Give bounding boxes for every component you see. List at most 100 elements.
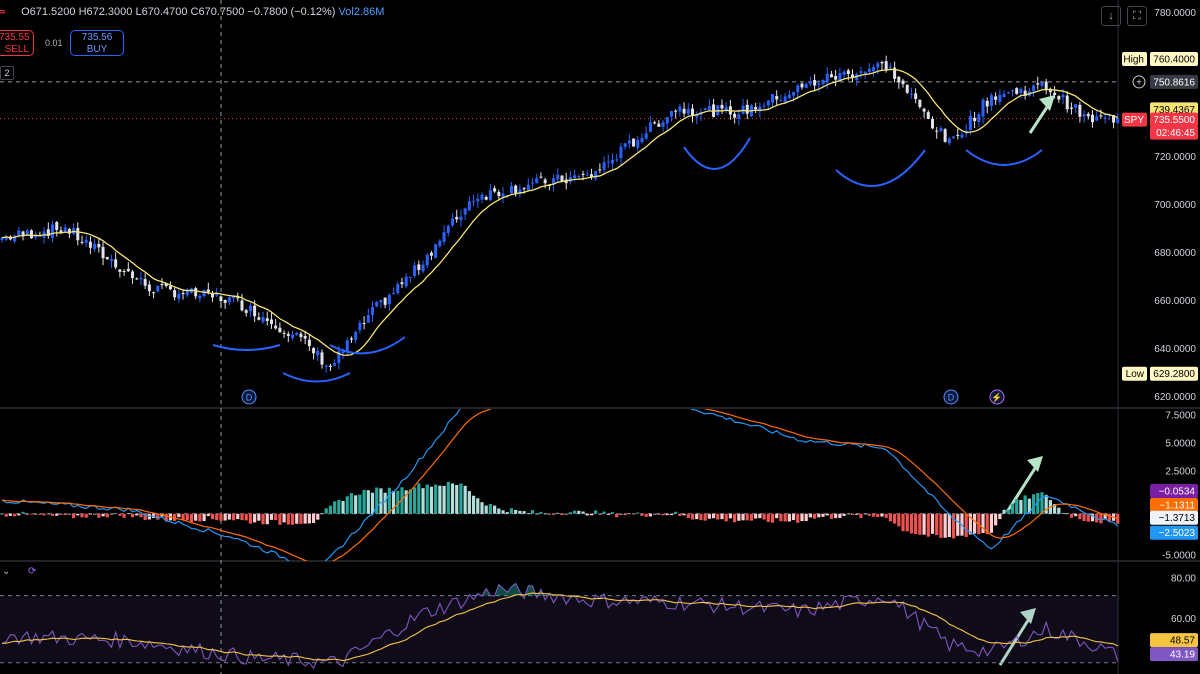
refresh-icon[interactable]: ⟳ — [28, 566, 37, 577]
macd-hist-bar — [459, 483, 463, 514]
candle-body — [678, 106, 682, 112]
countdown: 02:46:45 — [1150, 125, 1198, 140]
candle-body — [400, 282, 404, 285]
candle-body — [787, 94, 791, 99]
candle — [1078, 101, 1082, 123]
macd-hist-bar — [787, 513, 791, 522]
macd-hist-bar — [278, 513, 282, 525]
macd-hist-bar — [703, 513, 707, 521]
macd-hist-bar — [311, 513, 316, 523]
candle-body — [493, 188, 497, 192]
candle-body — [897, 76, 901, 83]
macd-hist-bar — [181, 513, 185, 520]
arrow-head — [1027, 456, 1043, 472]
macd-hist-bar — [728, 513, 733, 519]
quantity-box[interactable]: 2 — [0, 66, 14, 80]
candle — [712, 98, 716, 118]
macd-hist-bar — [973, 513, 977, 534]
macd-hist-bar — [968, 513, 972, 535]
candle — [893, 61, 897, 83]
macd-hist-bar — [850, 513, 855, 516]
candle — [139, 271, 143, 286]
macd-hist-bar — [749, 513, 754, 521]
macd-hist-bar — [282, 513, 286, 523]
candle — [989, 92, 993, 112]
download-icon[interactable]: ↓ — [1101, 6, 1121, 26]
macd-hist-bar — [568, 512, 573, 514]
tradingview-logo-icon[interactable]: ≈ — [0, 7, 6, 18]
macd-tick: -5.0000 — [1162, 550, 1196, 561]
candle-body — [219, 296, 223, 302]
candle — [606, 154, 610, 168]
sell-button[interactable]: 735.55 SELL — [0, 30, 34, 56]
candle-body — [1103, 117, 1107, 119]
candle — [855, 72, 859, 86]
rsi-tick: 80.00 — [1171, 574, 1196, 585]
candle-body — [152, 292, 156, 294]
candle — [76, 222, 80, 246]
candle-body — [1069, 107, 1073, 109]
candle — [451, 213, 455, 228]
candle-body — [484, 196, 488, 200]
candle-body — [295, 332, 299, 335]
candle — [467, 196, 471, 211]
candle — [387, 292, 391, 311]
macd-hist-bar — [615, 513, 619, 518]
buy-button[interactable]: 735.56 BUY — [70, 30, 124, 56]
candle-body — [55, 222, 59, 230]
candle-body — [952, 136, 956, 138]
candle-body — [67, 228, 71, 234]
candle-body — [1095, 116, 1099, 121]
sma-line — [1, 68, 1118, 356]
candle — [257, 312, 261, 321]
candle — [295, 331, 299, 336]
macd-hist-bar — [981, 513, 985, 534]
candle — [1116, 113, 1120, 124]
candle — [291, 330, 295, 341]
macd-hist-bar — [606, 513, 610, 515]
candle-body — [556, 174, 560, 180]
collapse-chevron-icon[interactable]: ⌄ — [2, 566, 11, 577]
candle — [118, 269, 122, 278]
rsi-ma-value: 48.57 — [1150, 633, 1198, 648]
candle — [316, 347, 320, 362]
macd-hist-bar — [210, 513, 215, 520]
macd-hist-bar — [488, 504, 493, 514]
candle — [425, 253, 429, 269]
macd-hist-bar — [901, 513, 905, 532]
candle — [181, 289, 185, 300]
candle-body — [846, 70, 850, 74]
macd-hist-bar — [1036, 493, 1040, 514]
macd-hist-bar — [686, 513, 690, 518]
candle — [981, 98, 985, 124]
macd-hist-bar — [720, 513, 724, 520]
macd-hist-bar — [227, 513, 231, 520]
candle — [1011, 89, 1015, 97]
candle-body — [88, 241, 92, 248]
candle-body — [463, 208, 467, 215]
candle — [691, 104, 695, 123]
candle — [535, 173, 539, 184]
macd-hist-bar — [1031, 494, 1036, 514]
rsi-tick: 60.00 — [1171, 614, 1196, 625]
macd-hist-bar — [657, 513, 661, 515]
macd-hist-bar — [880, 513, 884, 517]
rsi-value-bg — [1150, 647, 1198, 662]
macd-hist-bar — [779, 513, 783, 522]
macd-hist-bar — [1057, 507, 1061, 514]
volume-value: Vol2.86M — [338, 6, 385, 18]
macd-hist-bar — [358, 494, 362, 514]
macd-hist-bar — [530, 510, 535, 514]
candle-body — [358, 322, 362, 331]
crosshair-value: 750.8616 — [1150, 74, 1198, 89]
candle-body — [211, 293, 215, 298]
macd-hist-bar — [939, 513, 943, 538]
plus-icon-glyph: + — [1136, 77, 1142, 88]
candle — [114, 252, 118, 270]
candle — [135, 277, 139, 280]
fullscreen-icon[interactable]: ⛶ — [1127, 6, 1147, 26]
candle-body — [206, 289, 210, 292]
candle — [51, 220, 55, 243]
candle-body — [737, 114, 741, 119]
